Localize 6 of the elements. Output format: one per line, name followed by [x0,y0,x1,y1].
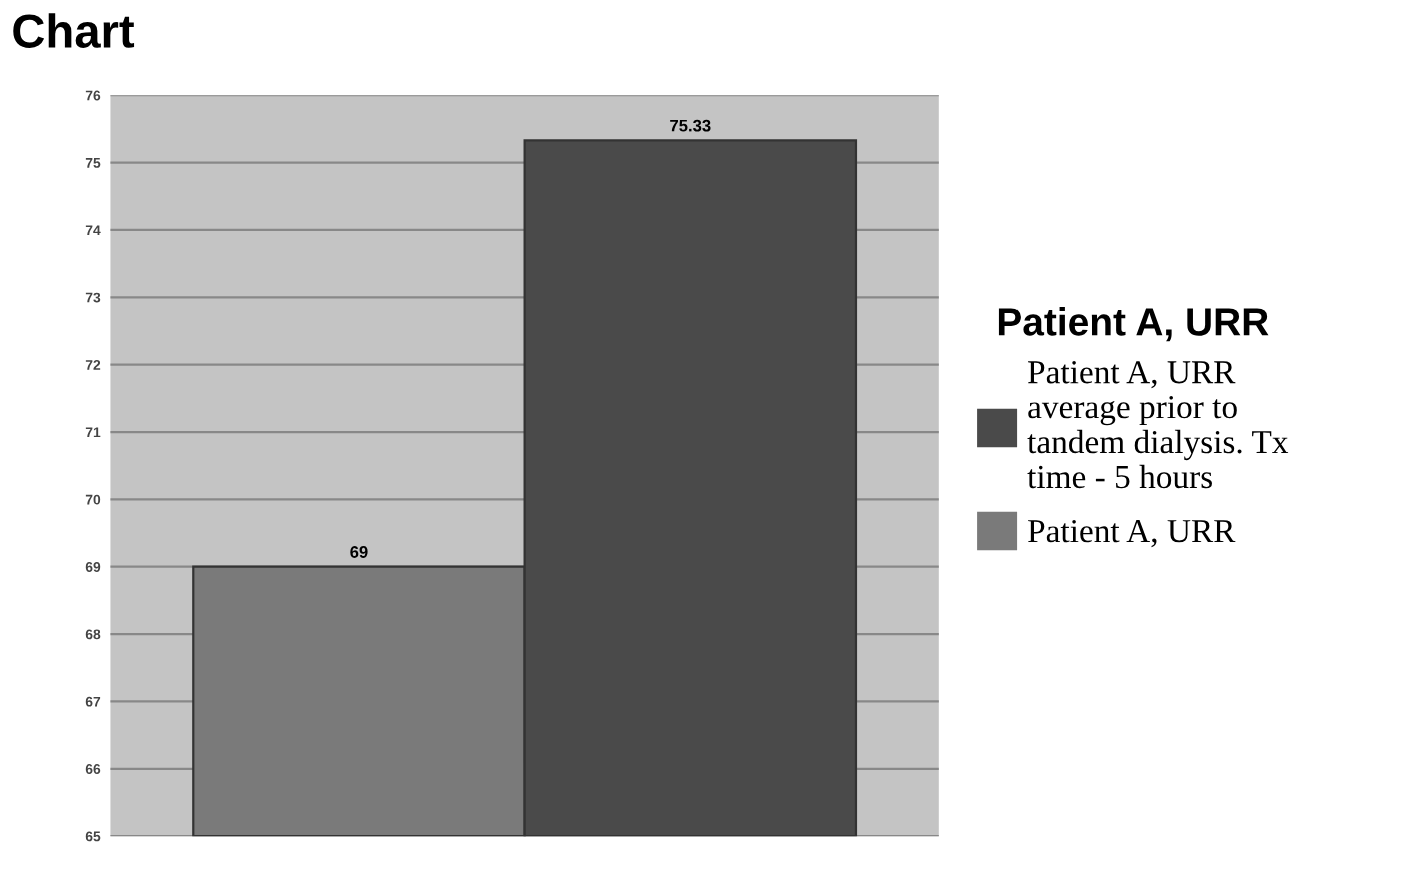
data-label: 75.33 [670,119,711,132]
data-label: 69 [350,546,368,558]
legend-label: Patient A, URR average prior to tandem dialysis. Tx time - 5 hours [1027,361,1289,489]
legend-title: Patient A, URR [998,307,1269,342]
chart-title: Chart [13,13,135,48]
legend-label: Patient A, URR [1028,519,1236,548]
